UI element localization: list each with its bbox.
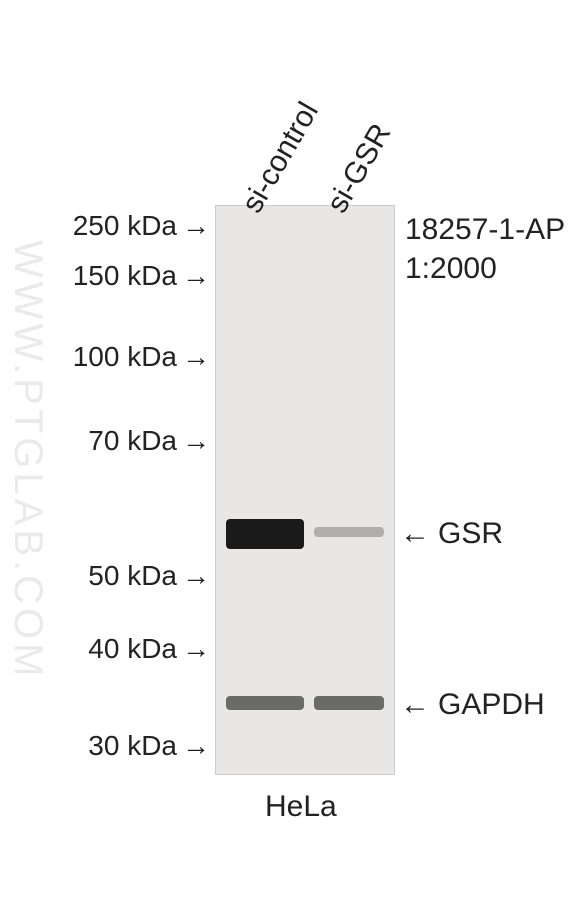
marker-text: 40 kDa bbox=[88, 633, 177, 665]
arrow-right-icon: → bbox=[182, 427, 210, 455]
arrow-right-icon: → bbox=[182, 562, 210, 590]
antibody-dilution: 1:2000 bbox=[405, 249, 565, 288]
marker-text: 70 kDa bbox=[88, 425, 177, 457]
marker-text: 50 kDa bbox=[88, 560, 177, 592]
marker-40kda: 40 kDa→ bbox=[45, 633, 210, 665]
arrow-left-icon: ← bbox=[400, 690, 430, 720]
arrow-right-icon: → bbox=[182, 343, 210, 371]
band-name: GSR bbox=[438, 517, 503, 551]
western-blot-figure: WWW.PTGLAB.COM si-control si-GSR 250 kDa… bbox=[0, 0, 584, 902]
marker-100kda: 100 kDa→ bbox=[45, 341, 210, 373]
antibody-info: 18257-1-AP 1:2000 bbox=[405, 210, 565, 288]
band-label-gsr: ← GSR bbox=[400, 517, 503, 551]
marker-70kda: 70 kDa→ bbox=[45, 425, 210, 457]
band-label-gapdh: ← GAPDH bbox=[400, 688, 545, 722]
band-gapdh-control bbox=[226, 696, 304, 710]
marker-50kda: 50 kDa→ bbox=[45, 560, 210, 592]
blot-membrane bbox=[215, 205, 395, 775]
marker-text: 30 kDa bbox=[88, 730, 177, 762]
marker-150kda: 150 kDa→ bbox=[45, 260, 210, 292]
marker-250kda: 250 kDa→ bbox=[45, 210, 210, 242]
lane-label-sigsr: si-GSR bbox=[321, 118, 399, 219]
arrow-left-icon: ← bbox=[400, 519, 430, 549]
arrow-right-icon: → bbox=[182, 212, 210, 240]
marker-text: 100 kDa bbox=[73, 341, 177, 373]
band-gsr-control bbox=[226, 519, 304, 549]
arrow-right-icon: → bbox=[182, 732, 210, 760]
band-name: GAPDH bbox=[438, 688, 545, 722]
marker-30kda: 30 kDa→ bbox=[45, 730, 210, 762]
marker-text: 250 kDa bbox=[73, 210, 177, 242]
arrow-right-icon: → bbox=[182, 262, 210, 290]
watermark-text: WWW.PTGLAB.COM bbox=[5, 240, 50, 680]
band-gapdh-knockdown bbox=[314, 696, 384, 710]
arrow-right-icon: → bbox=[182, 635, 210, 663]
band-gsr-knockdown bbox=[314, 527, 384, 537]
antibody-catalog: 18257-1-AP bbox=[405, 210, 565, 249]
marker-text: 150 kDa bbox=[73, 260, 177, 292]
sample-label: HeLa bbox=[265, 790, 337, 824]
lane-label-control: si-control bbox=[236, 97, 326, 219]
